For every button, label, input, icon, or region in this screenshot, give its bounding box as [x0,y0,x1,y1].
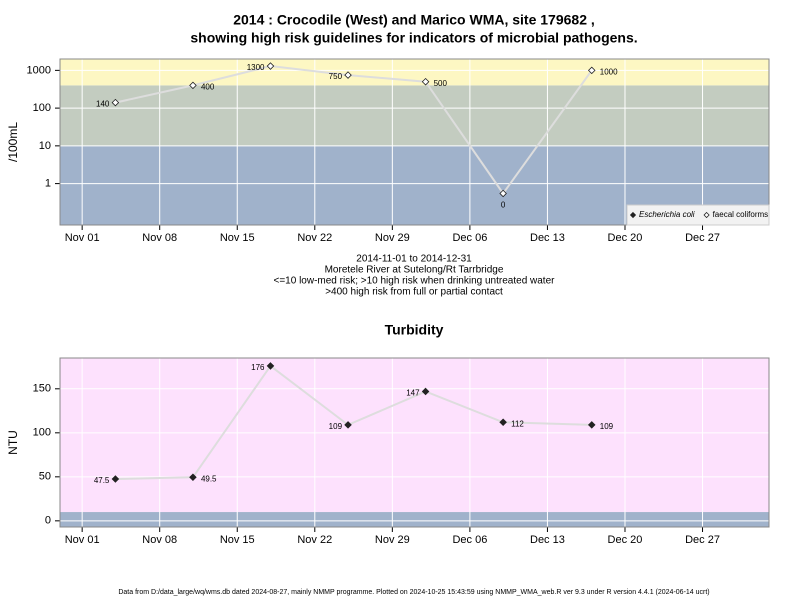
x-tick-label: Nov 15 [220,534,255,546]
risk-band [60,85,769,146]
y-tick-label: 10 [39,140,51,152]
legend-box [626,204,770,226]
x-tick-label: Dec 20 [608,534,643,546]
x-tick-label: Nov 08 [142,534,177,546]
subtitle: 2014-11-01 to 2014-12-31 [356,254,472,265]
x-tick-label: Nov 29 [375,534,410,546]
x-tick-label: Nov 15 [220,232,255,244]
data-point [421,77,430,86]
data-label: 112 [511,419,524,428]
subtitle: Moretele River at Sutelong/Rt Tarrbridge [325,265,504,276]
data-point [266,362,275,370]
x-tick-label: Nov 08 [142,232,177,244]
data-label: 750 [329,72,343,81]
y-tick-label: 0 [45,515,51,527]
y-tick-label: 100 [33,102,51,114]
x-tick-label: Dec 06 [452,534,487,546]
y-tick-label: 1 [45,178,51,190]
x-tick-label: Dec 27 [685,534,720,546]
data-point [587,66,596,75]
data-point [587,421,596,429]
plot-frame [59,58,770,226]
x-tick-label: Dec 13 [530,534,565,546]
x-tick-label: Nov 22 [297,232,332,244]
data-label: 0 [501,201,506,210]
x-tick-label: Nov 01 [65,232,100,244]
x-tick-label: Nov 01 [65,534,100,546]
data-label: 109 [329,422,343,431]
data-label: 176 [251,363,265,372]
x-tick-label: Dec 06 [452,232,487,244]
y-tick-label: 150 [33,383,51,395]
data-point [499,418,507,427]
data-point [111,475,120,483]
data-point [499,189,507,198]
data-point [189,81,197,90]
plot-frame [59,357,770,528]
data-label: 400 [201,82,215,91]
x-tick-label: Nov 29 [375,232,410,244]
data-label: 140 [96,100,110,109]
x-tick-label: Dec 20 [608,232,643,244]
y-axis-label: /100mL [6,122,20,162]
y-tick-label: 1000 [27,64,51,76]
legend-label: Escherichia coli [639,210,695,219]
subtitle: >400 high risk from full or partial cont… [325,287,503,298]
legend: Escherichia coli faecal coliforms [626,204,770,226]
x-tick-label: Dec 13 [530,232,565,244]
data-point [421,387,430,396]
footer: Data from D:/data_large/wq/wms.db dated … [118,589,709,596]
y-tick-label: 50 [39,471,51,483]
chart-title: Turbidity [385,322,444,338]
risk-band [60,512,769,527]
x-tick-label: Dec 27 [685,232,720,244]
data-label: 147 [406,389,420,398]
chart-title: 2014 : Crocodile (West) and Marico WMA, … [233,12,595,28]
data-label: 109 [600,422,614,431]
y-axis-label: NTU [6,430,20,455]
risk-band [60,358,769,513]
data-label: 1300 [247,63,265,72]
subtitle: <=10 low-med risk; >10 high risk when dr… [274,276,556,287]
y-tick-label: 100 [33,427,51,439]
chart-title: showing high risk guidelines for indicat… [190,30,637,46]
data-point [266,62,275,70]
data-point [344,421,352,429]
data-point [189,473,197,482]
legend-marker [703,211,710,219]
data-point [344,71,352,79]
legend-marker [629,211,637,219]
legend-label: faecal coliforms [713,210,769,219]
data-label: 500 [434,79,448,88]
data-point [111,98,120,107]
data-label: 49.5 [201,474,217,483]
data-label: 47.5 [94,476,110,485]
x-tick-label: Nov 22 [297,534,332,546]
data-label: 1000 [600,67,618,76]
